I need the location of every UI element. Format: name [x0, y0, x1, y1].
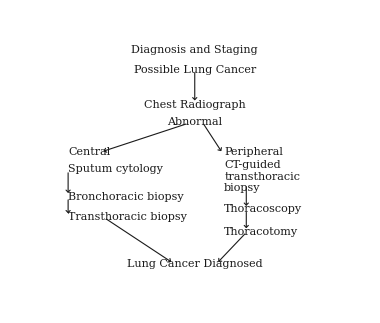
Text: Central: Central	[68, 147, 110, 157]
Text: Possible Lung Cancer: Possible Lung Cancer	[134, 65, 256, 75]
Text: Lung Cancer Diagnosed: Lung Cancer Diagnosed	[127, 259, 263, 269]
Text: Thoracotomy: Thoracotomy	[224, 226, 298, 236]
Text: Abnormal: Abnormal	[167, 117, 222, 127]
Text: Transthoracic biopsy: Transthoracic biopsy	[68, 212, 187, 222]
Text: Peripheral: Peripheral	[224, 147, 283, 157]
Text: Chest Radiograph: Chest Radiograph	[144, 100, 245, 110]
Text: Bronchoracic biopsy: Bronchoracic biopsy	[68, 192, 184, 202]
Text: Thoracoscopy: Thoracoscopy	[224, 204, 302, 214]
Text: Diagnosis and Staging: Diagnosis and Staging	[131, 45, 258, 55]
Text: CT-guided
transthoracic
biopsy: CT-guided transthoracic biopsy	[224, 160, 300, 193]
Text: Sputum cytology: Sputum cytology	[68, 164, 163, 174]
